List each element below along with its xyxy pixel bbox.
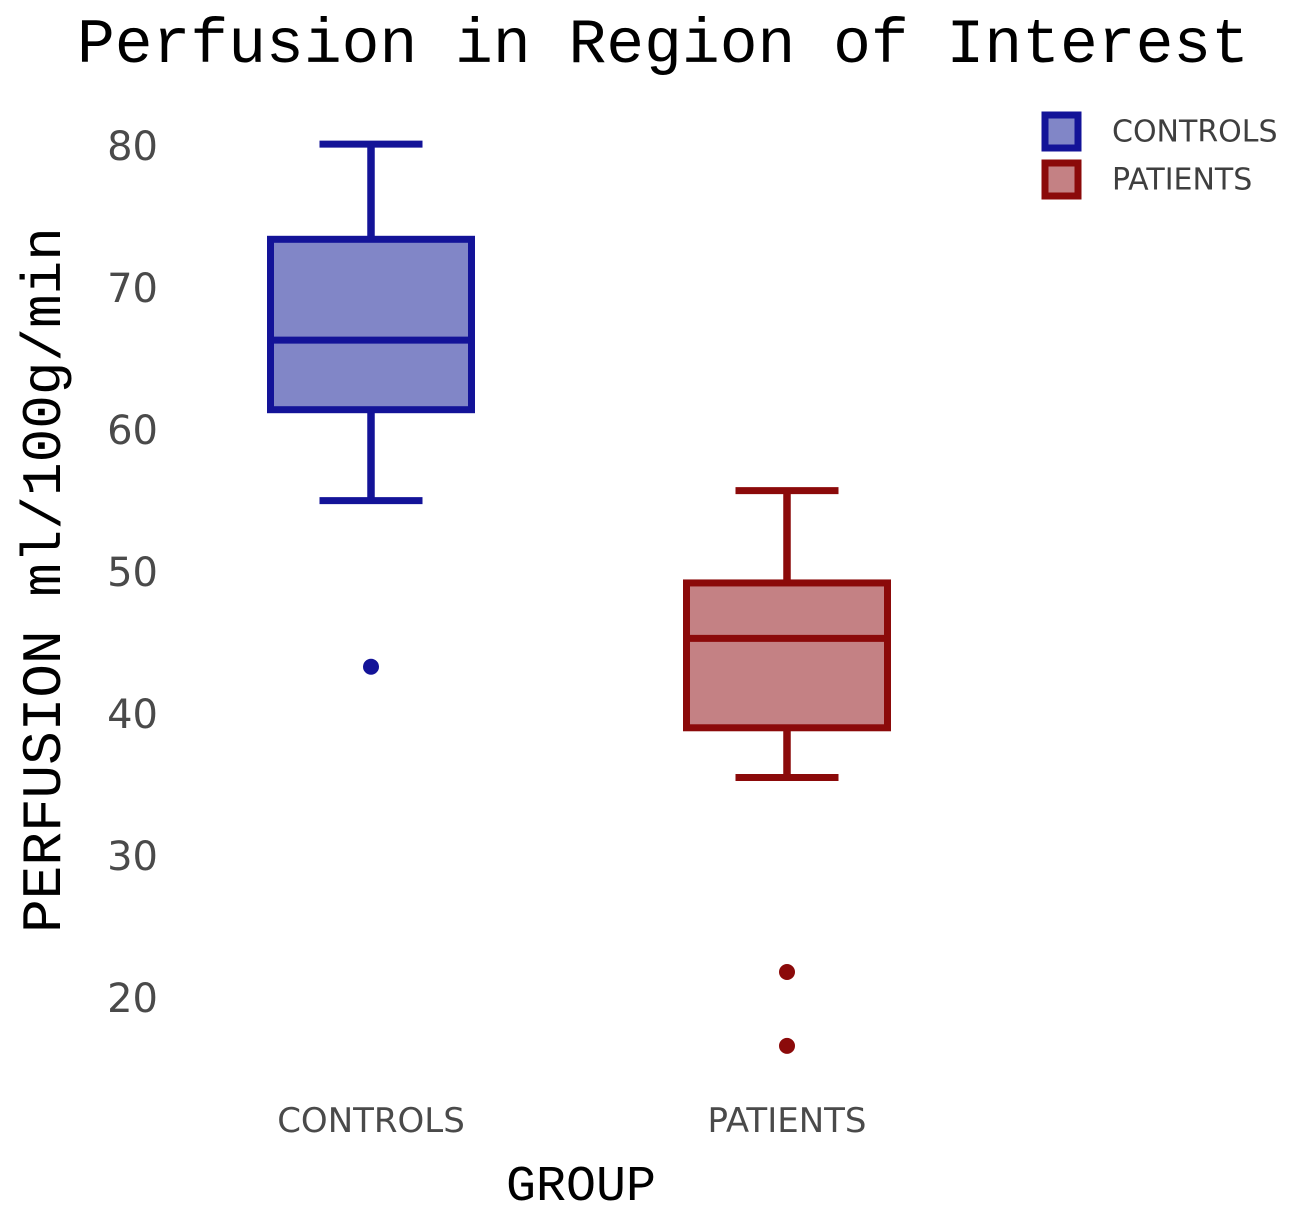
legend-label-controls: CONTROLS bbox=[1112, 115, 1278, 150]
outlier-point bbox=[779, 1037, 795, 1054]
y-tick-label: 70 bbox=[107, 266, 158, 312]
iqr-box bbox=[683, 579, 891, 732]
iqr-box bbox=[267, 235, 475, 414]
outlier-point bbox=[779, 964, 795, 981]
legend-swatch-patients bbox=[1041, 159, 1082, 200]
legend-swatch-controls bbox=[1041, 111, 1082, 152]
y-tick-label: 50 bbox=[107, 550, 158, 596]
x-tick-label: CONTROLS bbox=[277, 1101, 465, 1141]
x-axis-tick-labels: CONTROLS PATIENTS bbox=[277, 1101, 866, 1141]
x-tick-label: PATIENTS bbox=[707, 1101, 866, 1141]
y-tick-label: 60 bbox=[107, 408, 158, 454]
box-series bbox=[267, 140, 891, 1054]
y-tick-label: 80 bbox=[107, 124, 158, 170]
boxplot-patients bbox=[683, 487, 891, 1054]
boxplot-controls bbox=[267, 140, 475, 675]
y-axis-tick-labels: 80 70 60 50 40 30 20 bbox=[107, 124, 158, 1022]
y-tick-label: 40 bbox=[107, 692, 158, 738]
legend: CONTROLS PATIENTS bbox=[1041, 111, 1278, 200]
y-tick-label: 30 bbox=[107, 834, 158, 880]
legend-label-patients: PATIENTS bbox=[1112, 163, 1252, 198]
chart-title: Perfusion in Region of Interest bbox=[77, 10, 1249, 81]
outlier-point bbox=[363, 658, 379, 675]
y-tick-label: 20 bbox=[107, 976, 158, 1022]
x-axis-label: GROUP bbox=[506, 1159, 656, 1216]
y-axis-label: PERFUSION ml/100g/min bbox=[13, 227, 77, 933]
